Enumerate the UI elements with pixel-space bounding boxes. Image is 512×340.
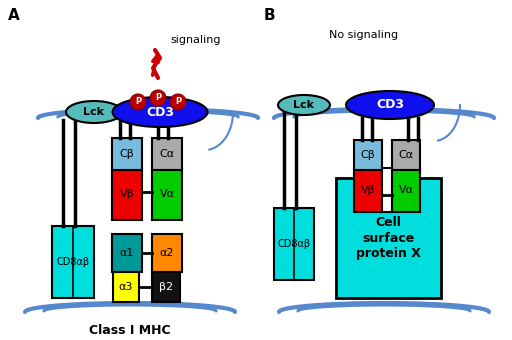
Bar (354, 168, 382, 212)
Text: Vβ: Vβ (120, 189, 134, 199)
Text: CD3: CD3 (146, 105, 174, 119)
Bar (152, 168, 182, 220)
Bar (112, 168, 142, 220)
Ellipse shape (113, 97, 207, 127)
Text: Vβ: Vβ (360, 185, 375, 195)
Text: CD8αβ: CD8αβ (56, 257, 90, 267)
Text: No signaling: No signaling (329, 30, 398, 40)
Text: B: B (264, 8, 275, 23)
Text: Lck: Lck (293, 100, 314, 110)
Text: P: P (175, 98, 181, 106)
Bar (112, 138, 142, 170)
Text: Cβ: Cβ (360, 150, 375, 160)
Text: Vα: Vα (160, 189, 175, 199)
Text: Cα: Cα (398, 150, 414, 160)
Circle shape (150, 90, 166, 106)
Bar (152, 272, 180, 302)
Bar (52, 226, 94, 298)
Text: signaling: signaling (170, 35, 221, 45)
Text: Cβ: Cβ (120, 149, 134, 159)
Ellipse shape (66, 101, 122, 123)
Text: α3: α3 (119, 282, 133, 292)
Bar (152, 138, 182, 170)
Bar (382, 168, 392, 212)
Bar (113, 272, 139, 302)
Bar (392, 140, 420, 170)
Ellipse shape (346, 91, 434, 119)
Bar (152, 234, 182, 272)
Bar (274, 208, 314, 280)
Circle shape (130, 94, 146, 110)
Bar (112, 234, 142, 272)
Text: CD8αβ: CD8αβ (278, 239, 311, 249)
Text: Lck: Lck (83, 107, 104, 117)
Bar (336, 178, 441, 298)
Text: CD3: CD3 (376, 99, 404, 112)
Text: P: P (135, 98, 141, 106)
Text: α2: α2 (160, 248, 174, 258)
Bar (392, 168, 420, 212)
Text: Vα: Vα (398, 185, 414, 195)
Text: Class I MHC: Class I MHC (89, 323, 171, 337)
Ellipse shape (278, 95, 330, 115)
Text: β2: β2 (159, 282, 173, 292)
Text: Cα: Cα (159, 149, 175, 159)
Circle shape (170, 94, 186, 110)
Text: α1: α1 (120, 248, 134, 258)
Text: A: A (8, 8, 20, 23)
Text: P: P (155, 94, 161, 102)
Text: Cell
surface
protein X: Cell surface protein X (356, 217, 421, 259)
Bar (354, 140, 382, 170)
